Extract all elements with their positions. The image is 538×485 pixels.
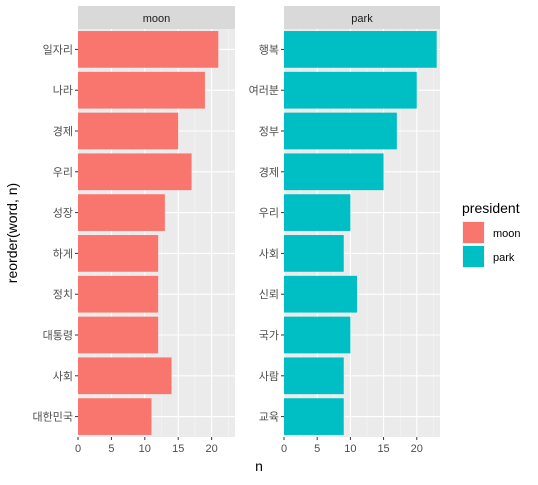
y-axis-title: reorder(word, n) <box>4 183 20 283</box>
y-tick-label: 국가 <box>259 329 279 342</box>
y-tick-label: 사회 <box>53 370 73 383</box>
bar-park-1 <box>284 31 437 68</box>
legend: president moon park <box>462 200 521 268</box>
x-tick-label: 5 <box>314 443 320 455</box>
bar-moon-5 <box>78 194 165 231</box>
x-tick-label: 10 <box>344 443 356 455</box>
legend-label-moon: moon <box>493 228 521 240</box>
bar-moon-4 <box>78 153 192 191</box>
y-tick-label: 하게 <box>53 246 73 260</box>
y-tick-label: 정치 <box>53 288 73 301</box>
x-axis-title: n <box>255 458 263 474</box>
x-tick-label: 0 <box>281 443 287 455</box>
x-tick-label: 0 <box>75 443 81 455</box>
bar-park-3 <box>284 112 397 150</box>
y-tick-label: 사회 <box>259 247 279 260</box>
y-tick-label: 경제 <box>259 166 279 179</box>
y-tick-label: 나라 <box>53 84 73 97</box>
y-tick-label: 행복 <box>259 43 279 56</box>
y-tick-label: 우리 <box>259 207 279 220</box>
y-tick-label: 신뢰 <box>259 288 279 301</box>
bar-park-6 <box>284 235 344 272</box>
y-tick-label: 대통령 <box>43 329 73 342</box>
legend-swatch-moon <box>463 222 484 243</box>
bar-park-5 <box>284 194 351 231</box>
bar-park-4 <box>284 153 384 191</box>
bar-moon-6 <box>78 235 159 272</box>
bar-moon-8 <box>78 316 159 354</box>
x-tick-label: 5 <box>108 443 114 455</box>
facet-strip <box>284 6 440 29</box>
x-tick-label: 10 <box>139 443 151 455</box>
y-tick-label: 대한민국 <box>33 411 73 424</box>
bar-moon-9 <box>78 357 172 395</box>
bar-moon-10 <box>78 398 152 435</box>
bar-park-7 <box>284 275 358 313</box>
facet-strip <box>78 6 235 29</box>
bar-moon-3 <box>78 112 179 150</box>
y-tick-label: 정부 <box>259 125 279 138</box>
y-tick-label: 사람 <box>259 370 279 383</box>
bar-park-2 <box>284 71 417 109</box>
facet-strip-label: moon <box>143 13 171 25</box>
x-tick-label: 15 <box>377 443 389 455</box>
bar-moon-1 <box>78 31 219 68</box>
legend-label-park: park <box>493 252 515 264</box>
y-tick-label: 성장 <box>53 207 73 220</box>
x-tick-label: 15 <box>172 443 184 455</box>
x-tick-label: 20 <box>411 443 423 455</box>
y-tick-label: 여러분 <box>249 84 279 97</box>
bar-moon-2 <box>78 71 205 109</box>
facet-strip-label: park <box>351 13 373 25</box>
bar-moon-7 <box>78 275 159 313</box>
y-tick-label: 교육 <box>259 411 279 424</box>
y-tick-label: 경제 <box>53 125 73 138</box>
y-tick-label: 일자리 <box>43 42 73 56</box>
x-tick-label: 20 <box>205 443 217 455</box>
bar-park-9 <box>284 357 344 395</box>
legend-swatch-park <box>463 246 484 267</box>
y-tick-label: 우리 <box>53 166 73 179</box>
legend-title: president <box>462 200 520 216</box>
bar-park-8 <box>284 316 351 354</box>
bar-park-10 <box>284 398 344 435</box>
